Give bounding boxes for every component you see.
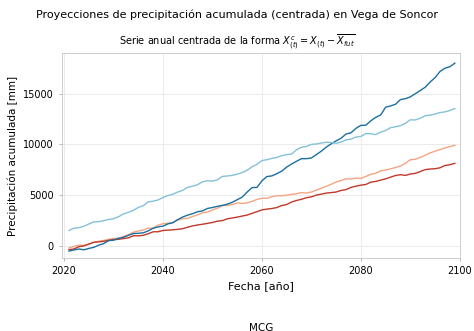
MPI-ESM1-2-LR (M-O) [66,228,72,232]
MPI-ESM1-2-LR (M-O) [160,196,166,200]
MPI-ESM1-2-LR (M-O) [452,107,458,111]
GFDL-CM4 (P) [452,161,458,165]
MIROC6 (O) [348,131,354,135]
Line: MIROC6 (O): MIROC6 (O) [69,63,455,251]
EC-Earth3-Veg-LR (M-P) [225,203,230,207]
Text: Proyecciones de precipitación acumulada (centrada) en Vega de Soncor: Proyecciones de precipitación acumulada … [36,10,438,21]
EC-Earth3-Veg-LR (M-P) [219,204,225,208]
Y-axis label: Precipitación acumulada [mm]: Precipitación acumulada [mm] [7,75,18,236]
MPI-ESM1-2-LR (M-O) [348,137,354,141]
GFDL-CM4 (P) [348,185,354,189]
EC-Earth3-Veg-LR (M-P) [170,220,176,224]
MIROC6 (O) [219,203,225,207]
MIROC6 (O) [289,162,294,166]
MIROC6 (O) [170,221,176,225]
MIROC6 (O) [225,202,230,206]
Line: MPI-ESM1-2-LR (M-O): MPI-ESM1-2-LR (M-O) [69,109,455,230]
GFDL-CM4 (P) [170,228,176,232]
GFDL-CM4 (P) [66,248,72,252]
MIROC6 (O) [160,224,166,228]
Line: EC-Earth3-Veg-LR (M-P): EC-Earth3-Veg-LR (M-P) [69,145,455,248]
EC-Earth3-Veg-LR (M-P) [66,246,72,250]
EC-Earth3-Veg-LR (M-P) [289,192,294,196]
GFDL-CM4 (P) [160,228,166,232]
MIROC6 (O) [452,61,458,65]
GFDL-CM4 (P) [225,217,230,221]
MPI-ESM1-2-LR (M-O) [289,152,294,156]
MPI-ESM1-2-LR (M-O) [225,174,230,178]
MPI-ESM1-2-LR (M-O) [219,174,225,178]
GFDL-CM4 (P) [289,200,294,204]
Line: GFDL-CM4 (P): GFDL-CM4 (P) [69,163,455,250]
Text: Serie anual centrada de la forma $X^{c}_{(t)} = X_{(t)} - \overline{X_{fut}}$: Serie anual centrada de la forma $X^{c}_… [119,33,355,52]
MIROC6 (O) [66,249,72,253]
GFDL-CM4 (P) [219,218,225,222]
X-axis label: Fecha [año]: Fecha [año] [228,281,293,291]
EC-Earth3-Veg-LR (M-P) [160,222,166,226]
EC-Earth3-Veg-LR (M-P) [452,143,458,147]
EC-Earth3-Veg-LR (M-P) [348,177,354,181]
MPI-ESM1-2-LR (M-O) [170,192,176,196]
Legend: EC-Earth3-Veg-LR (M-P), GFDL-CM4 (P), MIROC6 (O), MPI-ESM1-2-LR (M-O): EC-Earth3-Veg-LR (M-P), GFDL-CM4 (P), MI… [60,320,461,331]
